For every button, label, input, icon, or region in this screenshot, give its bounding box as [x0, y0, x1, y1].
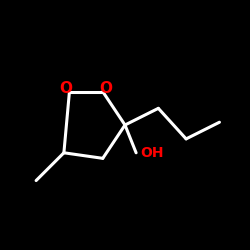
Text: O: O [59, 81, 72, 96]
Text: OH: OH [140, 146, 164, 160]
Text: O: O [100, 81, 112, 96]
